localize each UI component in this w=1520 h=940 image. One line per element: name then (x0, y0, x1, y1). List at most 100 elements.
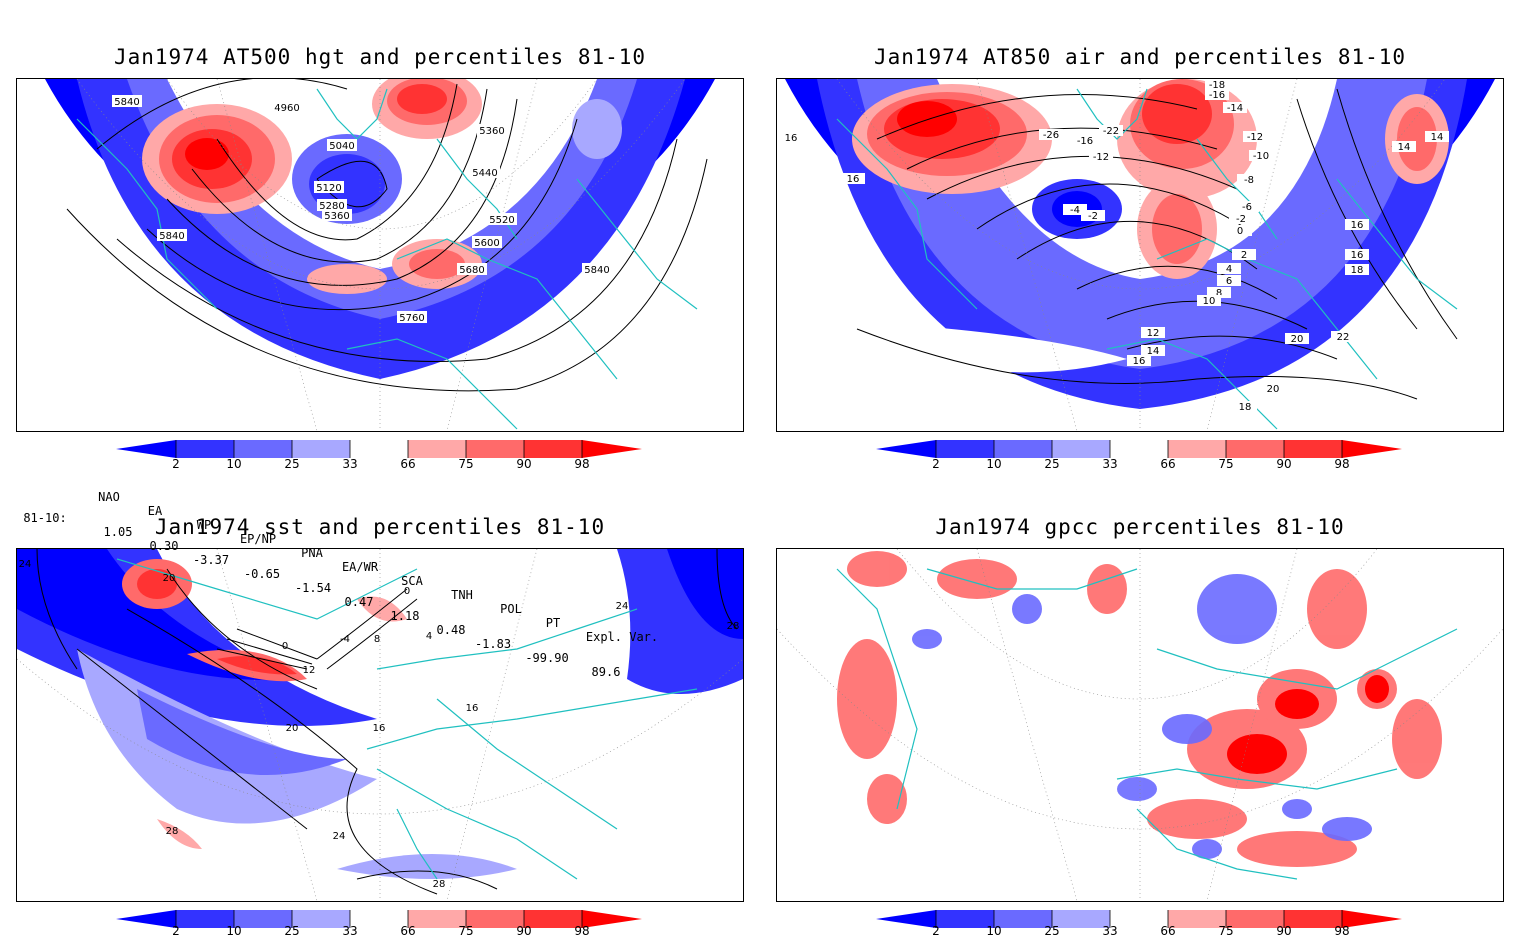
map-air850: -18 -16 -14 -12 -10 -8 -6 -2 0 2 4 6 8 1… (776, 78, 1504, 432)
colorbar-top-left: 2 10 25 33 66 75 90 98 (116, 440, 646, 480)
index-header: WP (196, 518, 212, 532)
colorbar-tick: 75 (458, 457, 474, 471)
contour-label: -4 (340, 634, 350, 645)
contour-label: 5840 (584, 265, 609, 276)
index-value: 0.47 (344, 595, 374, 609)
colorbar-tick: 33 (1102, 924, 1118, 938)
index-value: -1.83 (474, 637, 512, 651)
colorbar-tick: 25 (284, 457, 300, 471)
contour-label: 5520 (489, 215, 514, 226)
index-header: EA/WR (341, 560, 379, 574)
index-value: 89.6 (591, 665, 621, 679)
contour-label: -2 (1088, 211, 1098, 222)
map-gpcc (776, 548, 1504, 902)
colorbar-tick: 90 (516, 924, 532, 938)
contour-label: 4 (426, 631, 432, 642)
index-header: TNH (451, 588, 473, 602)
contour-label: 16 (373, 723, 386, 734)
colorbar-tick: 98 (1334, 457, 1350, 471)
contour-label: 5840 (114, 97, 139, 108)
colorbar-bottom-right: 2 10 25 33 66 75 90 98 (876, 910, 1406, 940)
contour-label: 24 (616, 601, 629, 612)
colorbar-bottom-left: 2 10 25 33 66 75 90 98 (116, 910, 646, 940)
panel-title-air850: Jan1974 AT850 air and percentiles 81-10 (873, 45, 1407, 69)
contour-label: 28 (727, 621, 740, 632)
colorbar-tick: 25 (1044, 924, 1060, 938)
contour-label: 18 (1239, 402, 1252, 413)
contour-label: 5360 (324, 211, 349, 222)
contour-label: 18 (1351, 265, 1364, 276)
contour-label: 14 (1147, 346, 1160, 357)
panel-title-hgt500: Jan1974 AT500 hgt and percentiles 81-10 (113, 45, 647, 69)
contour-label: 10 (1203, 296, 1216, 307)
contour-label: 5760 (399, 313, 424, 324)
contour-label: 4 (1226, 264, 1232, 275)
contour-label: 12 (1147, 328, 1160, 339)
contour-label: 28 (166, 826, 179, 837)
panel-title-sst: Jan1974 sst and percentiles 81-10 (154, 515, 606, 539)
index-value: -0.65 (243, 567, 281, 581)
contour-label: 16 (847, 174, 860, 185)
index-header: EA (147, 504, 163, 518)
colorbar-tick: 2 (932, 457, 940, 471)
contour-label: -10 (1253, 151, 1269, 162)
colorbar-tick: 90 (516, 457, 532, 471)
contour-label: 14 (1398, 142, 1411, 153)
colorbar-tick: 10 (986, 924, 1002, 938)
contour-label: -14 (1227, 103, 1243, 114)
contour-label: 22 (1337, 332, 1350, 343)
contour-label: 6 (1226, 276, 1232, 287)
colorbar-tick: 66 (1160, 457, 1176, 471)
contour-label: 5120 (316, 183, 341, 194)
contour-label: 5360 (479, 126, 504, 137)
colorbar-top-right: 2 10 25 33 66 75 90 98 (876, 440, 1406, 480)
contour-label: 24 (333, 831, 346, 842)
colorbar-tick: 90 (1276, 457, 1292, 471)
contour-label: -8 (1244, 175, 1254, 186)
contour-label: 16 (466, 703, 479, 714)
contour-label: -22 (1103, 126, 1119, 137)
contour-label: 5040 (329, 141, 354, 152)
colorbar-tick: 66 (400, 457, 416, 471)
colorbar-tick: 75 (1218, 924, 1234, 938)
contour-label: -16 (1209, 90, 1225, 101)
index-value: 1.05 (103, 525, 133, 539)
index-value: -3.37 (192, 553, 230, 567)
colorbar-tick: 75 (458, 924, 474, 938)
index-value: 0.48 (436, 623, 466, 637)
colorbar-tick: 10 (226, 924, 242, 938)
colorbar-tick: 25 (1044, 457, 1060, 471)
contour-label: 20 (286, 723, 299, 734)
index-header: NAO (98, 490, 120, 504)
contour-label: -4 (1070, 205, 1080, 216)
colorbar-tick: 10 (986, 457, 1002, 471)
contour-label: -26 (1043, 130, 1059, 141)
contour-label: 12 (303, 665, 316, 676)
colorbar-tick: 33 (1102, 457, 1118, 471)
colorbar-tick: 66 (1160, 924, 1176, 938)
contour-label: -16 (1077, 136, 1093, 147)
contour-label: -2 (1236, 214, 1246, 225)
index-value: 0.30 (149, 539, 179, 553)
index-value: -99.90 (525, 651, 569, 665)
contour-label: 20 (1291, 334, 1304, 345)
index-header: Expl. Var. (585, 630, 659, 644)
indices-header-row: NAO EA WP EP/NP PNA EA/WR SCA TNH POL PT… (0, 476, 700, 644)
contour-label: 14 (1431, 132, 1444, 143)
panel-title-gpcc: Jan1974 gpcc percentiles 81-10 (935, 515, 1345, 539)
contour-label: 24 (19, 559, 32, 570)
contour-label: 4960 (274, 103, 299, 114)
contour-label: 28 (433, 879, 446, 890)
contour-label: 2 (1241, 250, 1247, 261)
colorbar-tick: 10 (226, 457, 242, 471)
contour-label: 5440 (472, 168, 497, 179)
contour-label: -12 (1247, 132, 1263, 143)
contour-label: 16 (1351, 250, 1364, 261)
colorbar-tick: 75 (1218, 457, 1234, 471)
colorbar-tick: 33 (342, 457, 358, 471)
index-header: SCA (401, 574, 423, 588)
colorbar-tick: 33 (342, 924, 358, 938)
index-header: PT (545, 616, 561, 630)
colorbar-tick: 98 (574, 924, 590, 938)
contour-label: 16 (785, 133, 798, 144)
